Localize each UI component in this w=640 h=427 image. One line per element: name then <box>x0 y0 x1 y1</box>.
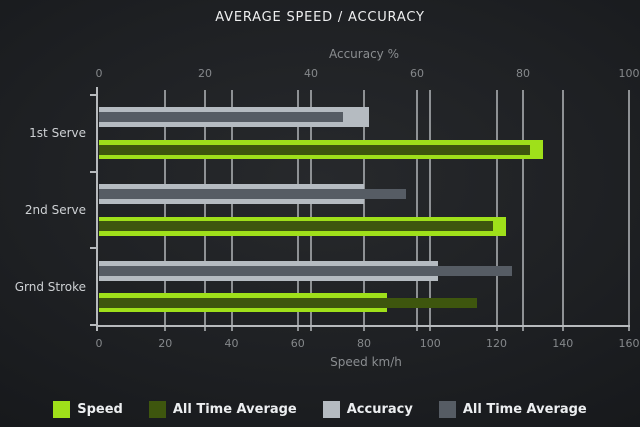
bar-accuracy-inner <box>99 188 407 199</box>
bar-speed-inner <box>99 144 530 155</box>
top-gridline-80 <box>522 90 524 331</box>
bottom-tick-label-100: 100 <box>419 337 441 350</box>
chart-title: AVERAGE SPEED / ACCURACY <box>215 10 425 25</box>
legend-swatch <box>53 400 71 418</box>
bar-speed-inner <box>99 298 477 309</box>
bottom-gridline-100 <box>429 90 432 331</box>
bar-speed-inner <box>99 221 494 232</box>
top-gridline-40 <box>310 90 312 331</box>
legend-item-1: All Time Average <box>148 400 297 418</box>
category-label: 1st Serve <box>29 126 86 141</box>
category-label: Grnd Stroke <box>14 279 86 294</box>
bottom-gridline-60 <box>296 90 299 331</box>
bottom-gridline-140 <box>561 90 564 331</box>
legend: Speed All Time Average Accuracy All Time Av… <box>0 398 640 420</box>
bar-accuracy-inner <box>99 265 513 276</box>
y-axis-tick <box>90 324 97 326</box>
top-gridline-60 <box>416 90 418 331</box>
y-axis-line <box>96 87 98 331</box>
bar-accuracy-inner <box>99 112 343 123</box>
top-tick-label-100: 100 <box>618 67 640 80</box>
legend-item-0: Speed <box>53 400 123 418</box>
bottom-gridline-80 <box>363 90 365 331</box>
bottom-gridline-160 <box>628 90 630 331</box>
legend-swatch <box>438 400 456 418</box>
top-tick-label-20: 20 <box>198 67 212 80</box>
legend-swatch <box>322 400 340 418</box>
y-axis-tick <box>90 170 97 173</box>
legend-label: Accuracy <box>346 401 413 417</box>
top-tick-label-80: 80 <box>516 67 530 80</box>
bottom-tick-label-140: 140 <box>552 337 574 350</box>
top-tick-label-40: 40 <box>304 67 318 80</box>
y-axis-tick <box>90 247 97 250</box>
bottom-gridline-20 <box>164 90 167 331</box>
legend-swatch <box>148 400 166 418</box>
bottom-tick-label-40: 40 <box>224 337 239 350</box>
category-label: 2nd Serve <box>24 203 86 217</box>
bottom-gridline-120 <box>495 90 498 331</box>
legend-label: Speed <box>77 401 123 417</box>
y-axis-tick <box>90 94 97 96</box>
bottom-tick-label-60: 60 <box>290 337 305 350</box>
bottom-axis-title: Speed km/h <box>330 355 402 369</box>
bottom-tick-label-80: 80 <box>357 337 371 350</box>
bottom-tick-label-20: 20 <box>158 337 173 350</box>
legend-label: All Time Average <box>172 401 297 417</box>
legend-item-2: Accuracy <box>322 400 413 418</box>
top-axis-title: Accuracy % <box>328 47 400 61</box>
legend-item-3: All Time Average <box>438 400 587 418</box>
bottom-tick-label-0: 0 <box>95 337 103 350</box>
legend-label: All Time Average <box>462 401 587 417</box>
top-tick-label-60: 60 <box>410 67 424 80</box>
top-gridline-20 <box>204 90 206 331</box>
bottom-gridline-40 <box>230 90 233 331</box>
bottom-tick-label-120: 120 <box>486 337 507 350</box>
bottom-tick-label-160: 160 <box>618 337 640 350</box>
top-tick-label-0: 0 <box>95 67 103 80</box>
x-axis-line <box>96 325 630 327</box>
